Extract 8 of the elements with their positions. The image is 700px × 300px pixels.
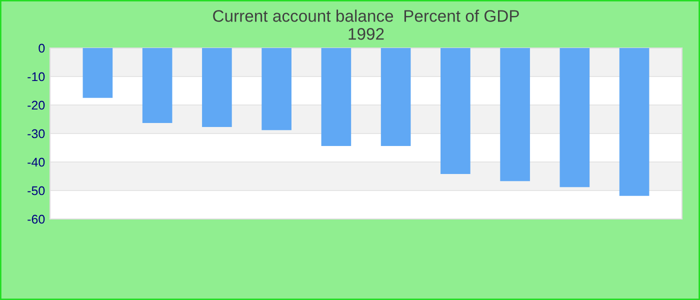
chart-title: Current account balance Percent of GDP 1992 (213, 10, 519, 40)
y-tick-label: -10 (28, 72, 45, 82)
y-tick-label: -20 (28, 100, 45, 110)
y-tick-label: -60 (28, 214, 45, 224)
y-tick-label: -40 (28, 158, 45, 167)
y-tick-label: 0 (38, 44, 45, 53)
y-tick-label: -50 (28, 186, 45, 196)
y-tick-label: -30 (28, 129, 45, 138)
